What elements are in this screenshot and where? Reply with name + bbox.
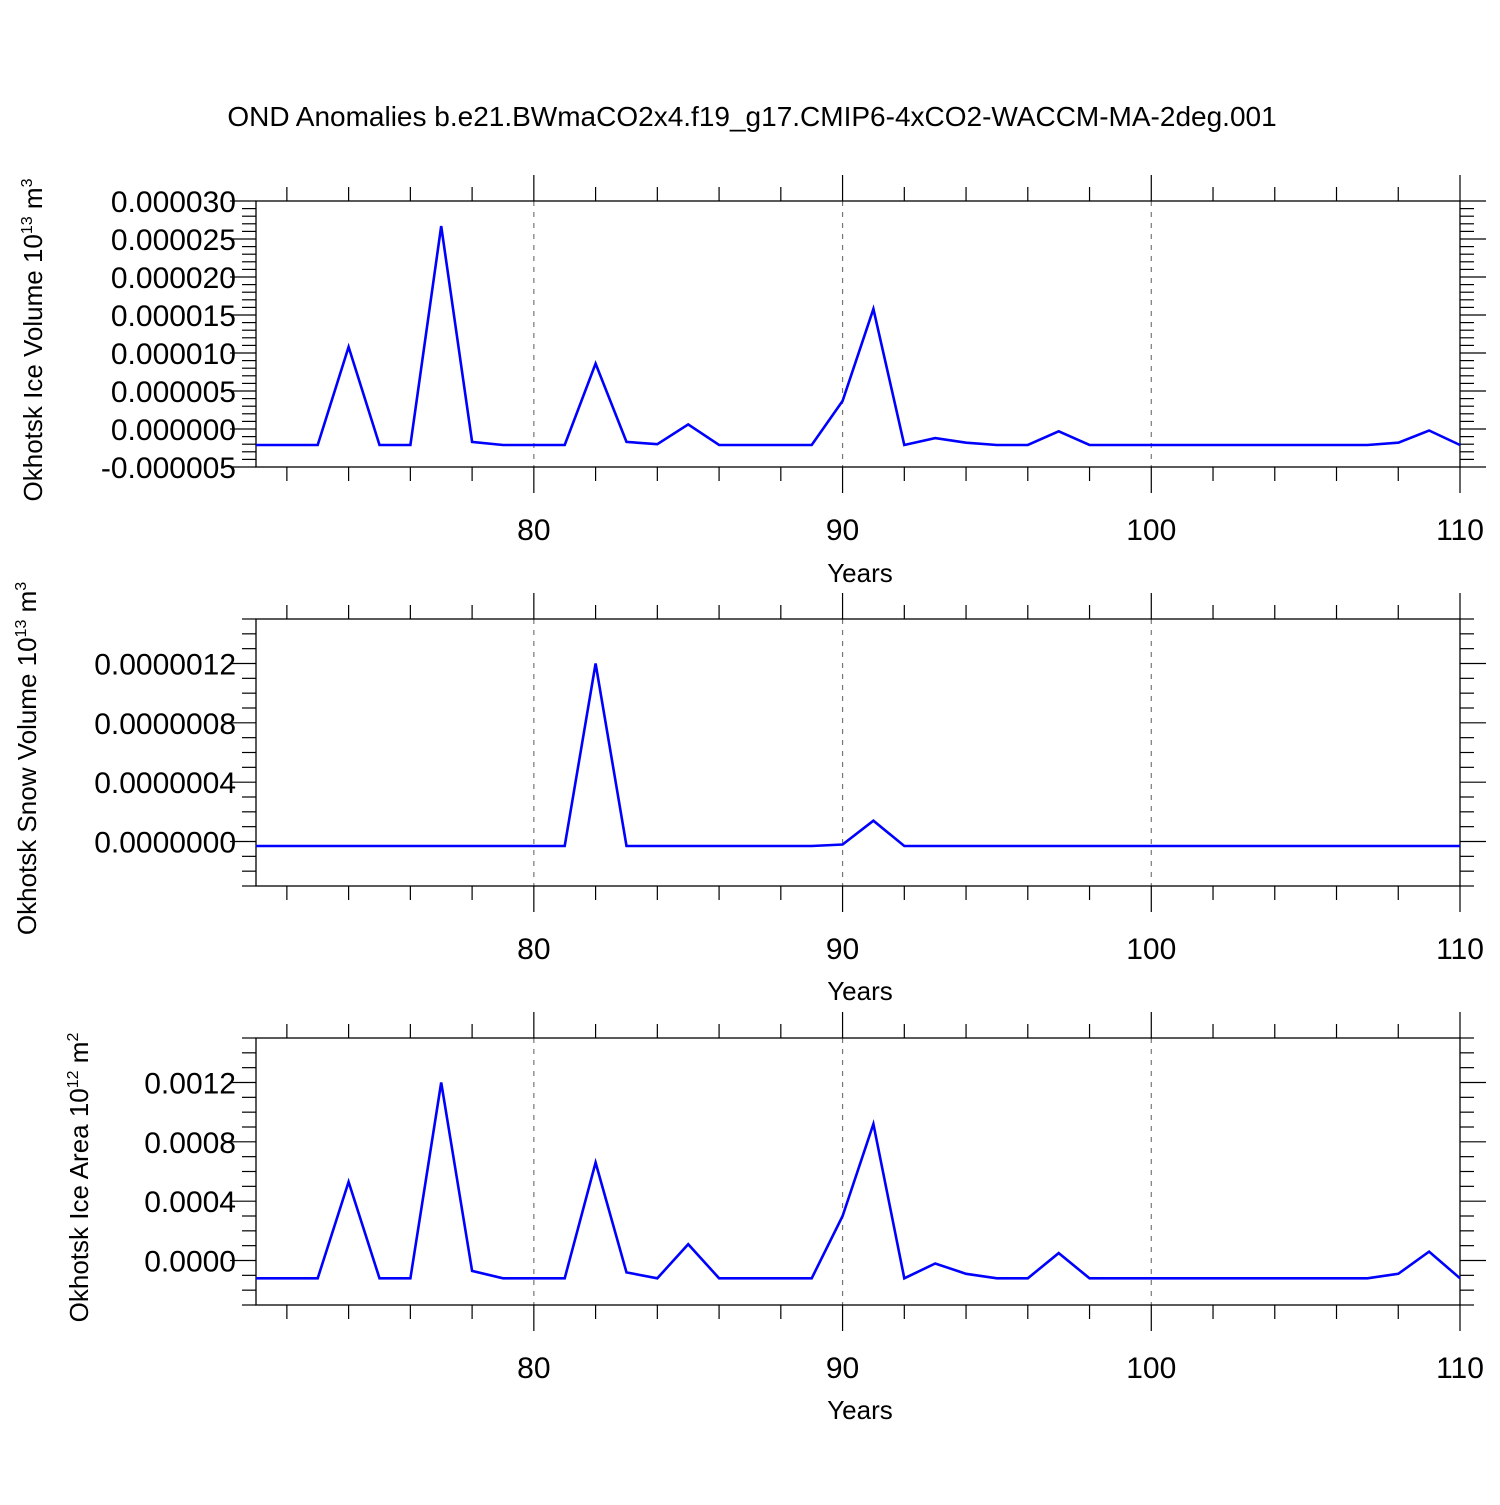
series-line [256, 1082, 1461, 1281]
y-tick-label: 0.0012 [144, 1068, 236, 1101]
x-tick-label: 110 [1436, 933, 1484, 966]
chart-panel-2: 80 90 100 110 0.0000012 0.0000008 0.0000004 0.0… [12, 582, 1486, 1006]
x-tick-label: 80 [517, 514, 550, 547]
x-tick-label: 80 [517, 1352, 550, 1385]
x-tick-label: 100 [1126, 514, 1176, 547]
x-tick-label: 110 [1436, 514, 1484, 547]
chart-title: OND Anomalies b.e21.BWmaCO2x4.f19_g17.CM… [227, 101, 1276, 132]
y-tick-label: 0.0000004 [94, 767, 236, 800]
y-tick-label: 0.000030 [111, 186, 236, 219]
x-tick-label: 100 [1126, 933, 1176, 966]
chart-panels: 80 90 100 110 0.000030 0.000025 0.000020 0.0000… [12, 175, 1486, 1425]
y-axis-label: Okhotsk Snow Volume 1013 m3 [12, 582, 42, 935]
y-tick-label: 0.000005 [111, 376, 236, 409]
plot-frame [255, 200, 1461, 468]
y-tick-label: 0.000015 [111, 300, 236, 333]
chart-panel-3: 80 90 100 110 0.0012 0.0008 0.0004 0.0000 Years O… [64, 1012, 1486, 1425]
y-axis-label: Okhotsk Ice Volume 1013 m3 [18, 178, 48, 501]
y-tick-label: 0.0008 [144, 1127, 236, 1160]
series-line [256, 225, 1461, 447]
x-tick-label: 90 [826, 933, 859, 966]
x-axis-label: Years [827, 1395, 893, 1425]
y-tick-label: 0.000000 [111, 414, 236, 447]
y-tick-label: 0.0000012 [94, 649, 236, 682]
y-axis-label: Okhotsk Ice Area 1012 m2 [64, 1033, 94, 1323]
y-tick-label: 0.000020 [111, 262, 236, 295]
x-tick-label: 80 [517, 933, 550, 966]
x-tick-label: 90 [826, 514, 859, 547]
y-tick-label: 0.000010 [111, 338, 236, 371]
y-tick-label: 0.0000000 [94, 827, 236, 860]
x-tick-label: 100 [1126, 1352, 1176, 1385]
y-tick-label: 0.0000 [144, 1246, 236, 1279]
series-line [256, 663, 1460, 848]
x-tick-label: 110 [1436, 1352, 1484, 1385]
y-tick-label: 0.000025 [111, 224, 236, 257]
y-tick-label: -0.000005 [101, 452, 236, 485]
x-axis-label: Years [827, 558, 893, 588]
x-axis-label: Years [827, 976, 893, 1006]
chart-panel-1: 80 90 100 110 0.000030 0.000025 0.000020 0.0000… [18, 175, 1486, 588]
y-tick-label: 0.0004 [144, 1186, 236, 1219]
x-tick-label: 90 [826, 1352, 859, 1385]
y-tick-label: 0.0000008 [94, 708, 236, 741]
